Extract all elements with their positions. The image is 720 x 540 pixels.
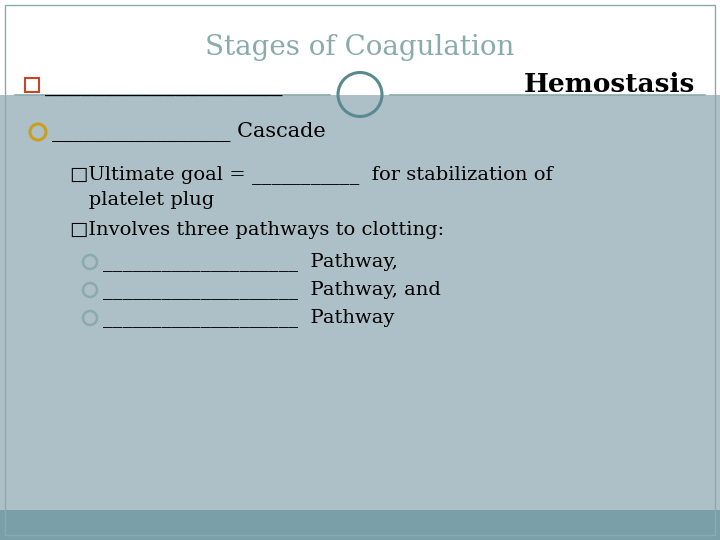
Text: _________________ Cascade: _________________ Cascade bbox=[52, 122, 325, 142]
Text: Hemostasis: Hemostasis bbox=[523, 72, 695, 98]
Text: ____________________: ____________________ bbox=[45, 73, 282, 97]
Text: platelet plug: platelet plug bbox=[70, 191, 215, 209]
Text: ____________________  Pathway,: ____________________ Pathway, bbox=[103, 253, 398, 272]
Text: ____________________  Pathway: ____________________ Pathway bbox=[103, 308, 395, 327]
Text: □Involves three pathways to clotting:: □Involves three pathways to clotting: bbox=[70, 221, 444, 239]
Text: Stages of Coagulation: Stages of Coagulation bbox=[205, 33, 515, 60]
Bar bbox=[0, 510, 720, 540]
Bar bbox=[0, 94, 720, 510]
Text: □Ultimate goal = ___________  for stabilization of: □Ultimate goal = ___________ for stabili… bbox=[70, 166, 553, 185]
Text: ____________________  Pathway, and: ____________________ Pathway, and bbox=[103, 280, 441, 300]
Bar bbox=[0, 0, 720, 94]
Bar bbox=[25, 78, 39, 92]
